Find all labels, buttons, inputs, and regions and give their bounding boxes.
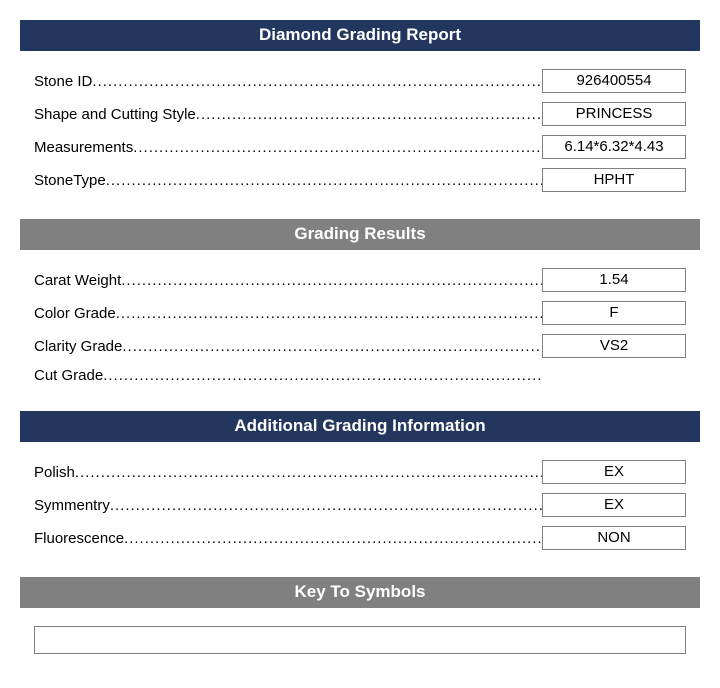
- value-symmetry: EX: [542, 493, 686, 517]
- value-color-grade: F: [542, 301, 686, 325]
- label-clarity-grade: Clarity Grade: [34, 338, 542, 355]
- value-stone-id: 926400554: [542, 69, 686, 93]
- section-body-additional: Polish EX Symmentry EX Fluorescence NON: [20, 460, 700, 577]
- row-shape: Shape and Cutting Style PRINCESS: [34, 102, 686, 126]
- section-header-grading: Grading Results: [20, 219, 700, 250]
- label-polish: Polish: [34, 464, 542, 481]
- value-clarity-grade: VS2: [542, 334, 686, 358]
- row-stone-id: Stone ID 926400554: [34, 69, 686, 93]
- value-stone-type: HPHT: [542, 168, 686, 192]
- value-carat-weight: 1.54: [542, 268, 686, 292]
- row-clarity-grade: Clarity Grade VS2: [34, 334, 686, 358]
- section-header-symbols: Key To Symbols: [20, 577, 700, 608]
- label-stone-type: StoneType: [34, 172, 542, 189]
- value-shape: PRINCESS: [542, 102, 686, 126]
- label-color-grade: Color Grade: [34, 305, 542, 322]
- section-header-main: Diamond Grading Report: [20, 20, 700, 51]
- section-body-grading: Carat Weight 1.54 Color Grade F Clarity …: [20, 268, 700, 411]
- value-fluorescence: NON: [542, 526, 686, 550]
- label-symmetry: Symmentry: [34, 497, 542, 514]
- row-symmetry: Symmentry EX: [34, 493, 686, 517]
- row-carat-weight: Carat Weight 1.54: [34, 268, 686, 292]
- label-carat-weight: Carat Weight: [34, 272, 542, 289]
- section-header-additional: Additional Grading Information: [20, 411, 700, 442]
- label-cut-grade: Cut Grade: [34, 367, 542, 384]
- label-stone-id: Stone ID: [34, 73, 542, 90]
- label-measurements: Measurements: [34, 139, 542, 156]
- row-stone-type: StoneType HPHT: [34, 168, 686, 192]
- row-fluorescence: Fluorescence NON: [34, 526, 686, 550]
- value-measurements: 6.14*6.32*4.43: [542, 135, 686, 159]
- value-polish: EX: [542, 460, 686, 484]
- label-fluorescence: Fluorescence: [34, 530, 542, 547]
- label-shape: Shape and Cutting Style: [34, 106, 542, 123]
- row-polish: Polish EX: [34, 460, 686, 484]
- row-measurements: Measurements 6.14*6.32*4.43: [34, 135, 686, 159]
- symbols-box: [34, 626, 686, 654]
- row-cut-grade: Cut Grade: [34, 367, 686, 384]
- section-body-main: Stone ID 926400554 Shape and Cutting Sty…: [20, 69, 700, 219]
- row-color-grade: Color Grade F: [34, 301, 686, 325]
